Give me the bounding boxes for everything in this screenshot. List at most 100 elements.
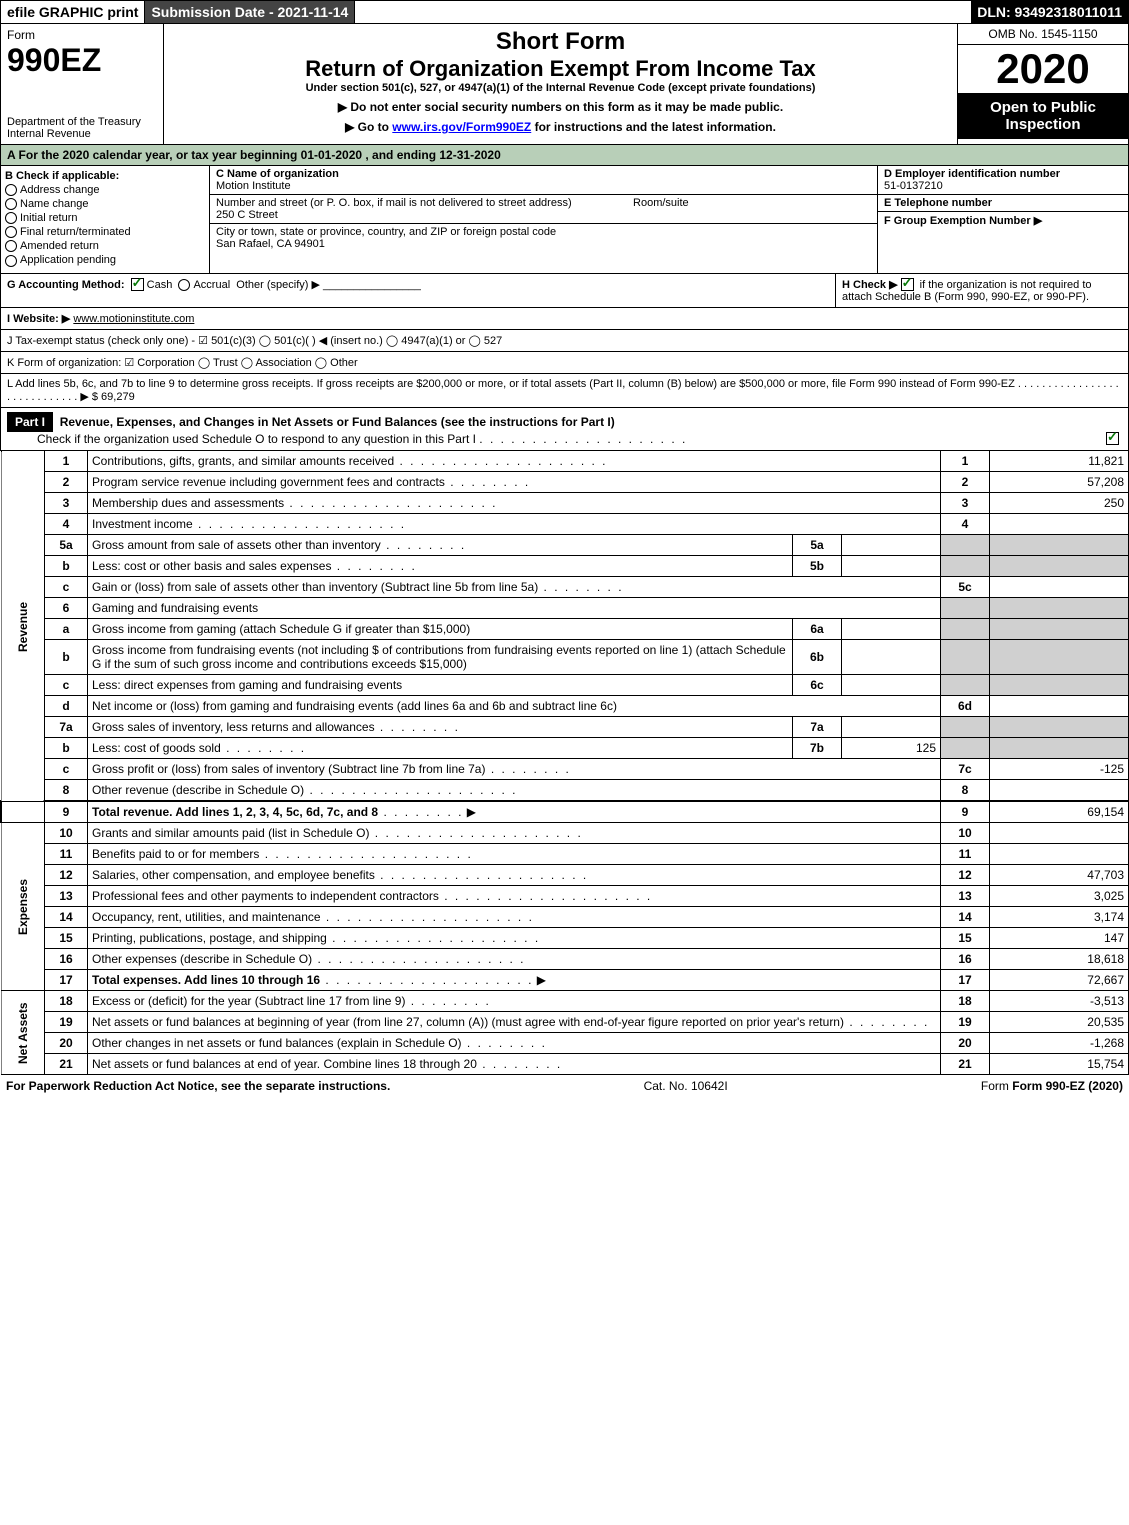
dept-line2: Internal Revenue [7, 128, 91, 140]
line-3: 3 Membership dues and assessments 3 250 [1, 493, 1129, 514]
chk-final-return[interactable]: Final return/terminated [5, 226, 205, 238]
submission-date: Submission Date - 2021-11-14 [145, 1, 355, 23]
line-20: 20 Other changes in net assets or fund b… [1, 1033, 1129, 1054]
spacer [355, 1, 971, 23]
row-gh: G Accounting Method: Cash Accrual Other … [0, 274, 1129, 309]
form-label: Form [7, 28, 157, 42]
dept-treasury: Department of the Treasury Internal Reve… [7, 116, 157, 140]
i-label: I Website: ▶ [7, 313, 70, 325]
d-label: D Employer identification number [884, 168, 1060, 180]
e-label: E Telephone number [884, 197, 992, 209]
line-4: 4 Investment income 4 [1, 514, 1129, 535]
line-5a: 5a Gross amount from sale of assets othe… [1, 535, 1129, 556]
goto-link[interactable]: www.irs.gov/Form990EZ [392, 120, 531, 134]
chk-cash[interactable] [131, 278, 144, 291]
part1-row: Part I Revenue, Expenses, and Changes in… [0, 408, 1129, 451]
i-website[interactable]: www.motioninstitute.com [73, 313, 194, 325]
side-expenses: Expenses [1, 823, 45, 991]
chk-accrual[interactable] [178, 279, 190, 291]
l-val: 69,279 [101, 391, 135, 403]
line-6: 6 Gaming and fundraising events [1, 598, 1129, 619]
line-12: 12 Salaries, other compensation, and emp… [1, 865, 1129, 886]
b-label: B Check if applicable: [5, 170, 205, 182]
g-label: G Accounting Method: [7, 279, 125, 291]
short-form-title: Short Form [172, 28, 949, 56]
side-netassets: Net Assets [1, 991, 45, 1075]
line-10: Expenses 10 Grants and similar amounts p… [1, 823, 1129, 844]
top-bar: efile GRAPHIC print Submission Date - 20… [0, 0, 1129, 24]
chk-pending[interactable]: Application pending [5, 254, 205, 266]
part1-label: Part I [7, 412, 53, 432]
d-block: D Employer identification number 51-0137… [878, 166, 1128, 195]
goto-row: ▶ Go to www.irs.gov/Form990EZ for instru… [172, 120, 949, 134]
row-j: J Tax-exempt status (check only one) - ☑… [0, 330, 1129, 352]
ssn-note: ▶ Do not enter social security numbers o… [172, 100, 949, 114]
line-6a: a Gross income from gaming (attach Sched… [1, 619, 1129, 640]
line-7c: c Gross profit or (loss) from sales of i… [1, 759, 1129, 780]
l-text: L Add lines 5b, 6c, and 7b to line 9 to … [7, 378, 1119, 403]
tax-year: 2020 [958, 45, 1128, 93]
efile-label: efile GRAPHIC print [1, 1, 145, 23]
addr-label: Number and street (or P. O. box, if mail… [216, 197, 572, 209]
section-def: D Employer identification number 51-0137… [877, 166, 1128, 273]
line-11: 11 Benefits paid to or for members 11 [1, 844, 1129, 865]
line-15: 15 Printing, publications, postage, and … [1, 928, 1129, 949]
city-label: City or town, state or province, country… [216, 226, 556, 238]
goto-prefix: ▶ Go to [345, 120, 392, 134]
line-1: Revenue 1 Contributions, gifts, grants, … [1, 451, 1129, 472]
chk-part1-o[interactable] [1106, 432, 1119, 445]
chk-address-change[interactable]: Address change [5, 184, 205, 196]
line-19: 19 Net assets or fund balances at beginn… [1, 1012, 1129, 1033]
footer-right: Form Form 990-EZ (2020) [981, 1079, 1123, 1093]
f-block: F Group Exemption Number ▶ [878, 212, 1128, 229]
chk-amended[interactable]: Amended return [5, 240, 205, 252]
h-label: H Check ▶ [842, 279, 898, 291]
line-6c: c Less: direct expenses from gaming and … [1, 675, 1129, 696]
e-block: E Telephone number [878, 195, 1128, 212]
header-mid: Short Form Return of Organization Exempt… [164, 24, 957, 144]
line-7a: 7a Gross sales of inventory, less return… [1, 717, 1129, 738]
return-title: Return of Organization Exempt From Incom… [172, 56, 949, 82]
section-b: B Check if applicable: Address change Na… [1, 166, 210, 273]
line-9: 9 Total revenue. Add lines 1, 2, 3, 4, 5… [1, 801, 1129, 823]
g-cash: Cash [147, 279, 173, 291]
row-a-tax-year: A For the 2020 calendar year, or tax yea… [0, 145, 1129, 166]
row-k: K Form of organization: ☑ Corporation ◯ … [0, 352, 1129, 374]
line-6d: d Net income or (loss) from gaming and f… [1, 696, 1129, 717]
addr-val: 250 C Street [216, 209, 278, 221]
omb-number: OMB No. 1545-1150 [958, 24, 1128, 45]
line-18: Net Assets 18 Excess or (deficit) for th… [1, 991, 1129, 1012]
line-17: 17 Total expenses. Add lines 10 through … [1, 970, 1129, 991]
line-13: 13 Professional fees and other payments … [1, 886, 1129, 907]
chk-h[interactable] [901, 278, 914, 291]
city-block: City or town, state or province, country… [210, 224, 877, 252]
header-left: Form 990EZ Department of the Treasury In… [1, 24, 164, 144]
line-14: 14 Occupancy, rent, utilities, and maint… [1, 907, 1129, 928]
row-l: L Add lines 5b, 6c, and 7b to line 9 to … [0, 374, 1129, 408]
addr-block: Number and street (or P. O. box, if mail… [210, 195, 877, 224]
open-public: Open to Public Inspection [958, 93, 1128, 139]
lines-table: Revenue 1 Contributions, gifts, grants, … [0, 451, 1129, 1075]
h-check: H Check ▶ if the organization is not req… [835, 274, 1128, 308]
chk-initial-return[interactable]: Initial return [5, 212, 205, 224]
line-6b: b Gross income from fundraising events (… [1, 640, 1129, 675]
g-accounting: G Accounting Method: Cash Accrual Other … [1, 274, 835, 308]
footer-left: For Paperwork Reduction Act Notice, see … [6, 1079, 390, 1093]
room-label: Room/suite [633, 197, 689, 209]
dln-label: DLN: 93492318011011 [971, 1, 1128, 23]
g-accrual: Accrual [193, 279, 230, 291]
dept-line1: Department of the Treasury [7, 116, 141, 128]
goto-suffix: for instructions and the latest informat… [535, 120, 776, 134]
section-c: C Name of organization Motion Institute … [210, 166, 877, 273]
chk-name-change[interactable]: Name change [5, 198, 205, 210]
f-label: F Group Exemption Number ▶ [884, 215, 1042, 227]
line-21: 21 Net assets or fund balances at end of… [1, 1054, 1129, 1075]
g-other: Other (specify) ▶ [236, 279, 320, 291]
line-8: 8 Other revenue (describe in Schedule O)… [1, 780, 1129, 802]
c-name: Motion Institute [216, 180, 291, 192]
form-header: Form 990EZ Department of the Treasury In… [0, 24, 1129, 145]
line-2: 2 Program service revenue including gove… [1, 472, 1129, 493]
city-val: San Rafael, CA 94901 [216, 238, 325, 250]
footer-mid: Cat. No. 10642I [644, 1079, 728, 1093]
row-i: I Website: ▶ www.motioninstitute.com [0, 308, 1129, 330]
